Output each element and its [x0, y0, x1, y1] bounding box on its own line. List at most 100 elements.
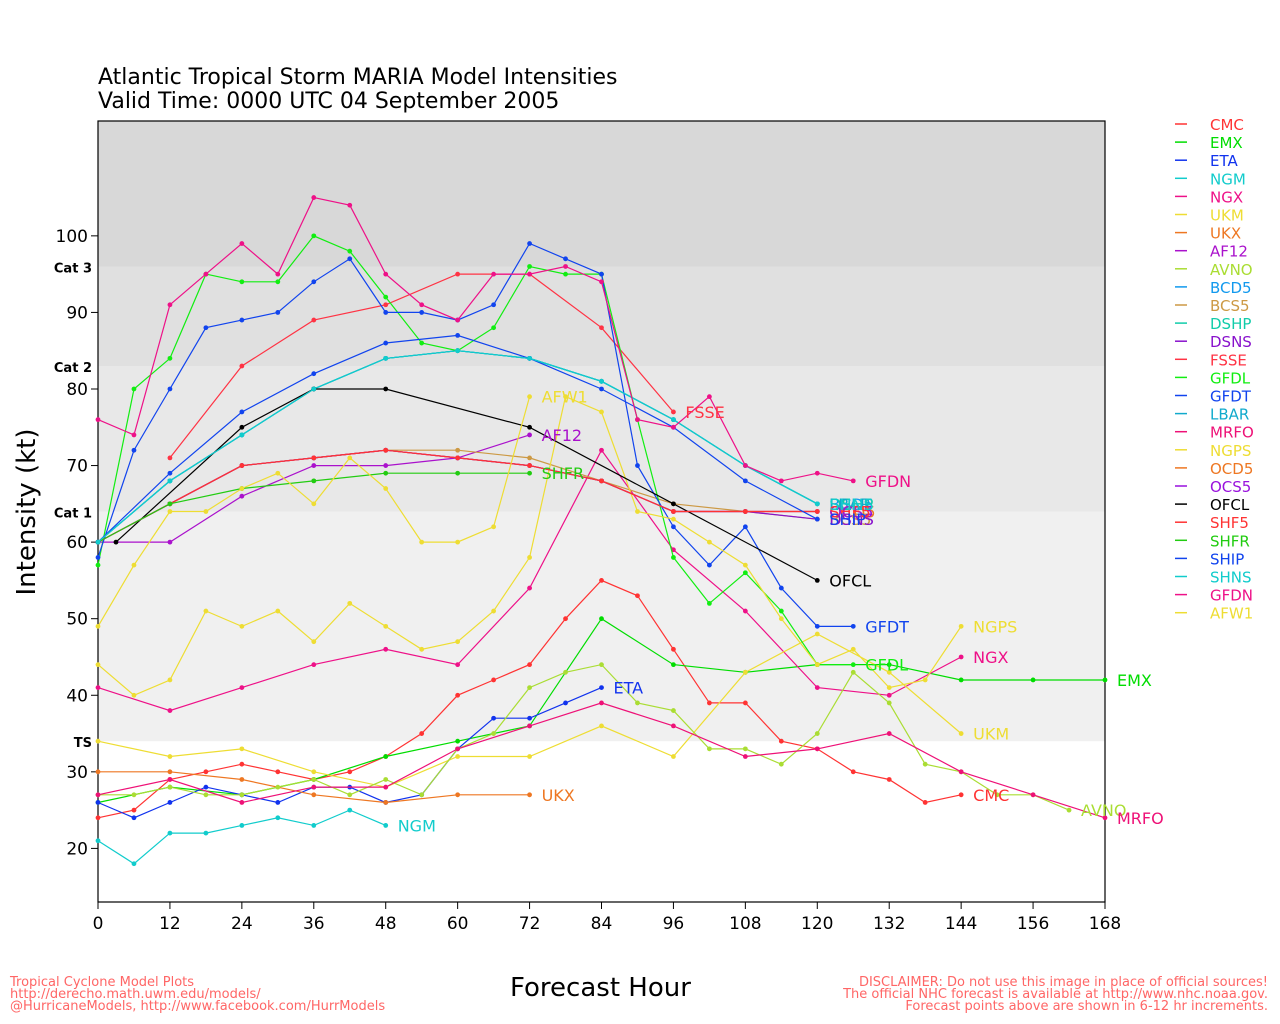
- data-point: [491, 731, 497, 736]
- data-point: [239, 363, 245, 369]
- data-point: [239, 424, 245, 430]
- data-point: [311, 386, 317, 392]
- series-end-label: EMX: [1117, 671, 1152, 690]
- data-point: [850, 769, 856, 775]
- data-point: [1102, 815, 1108, 821]
- data-point: [167, 708, 173, 713]
- y-axis-label: Intensity (kt): [12, 428, 42, 596]
- series-end-label: CMC: [973, 786, 1009, 805]
- data-point: [239, 685, 245, 691]
- data-point: [113, 539, 119, 545]
- data-point: [599, 662, 604, 668]
- data-point: [167, 386, 173, 392]
- data-point: [671, 417, 676, 423]
- series-end-label: LBAR: [829, 495, 871, 514]
- data-point: [239, 409, 245, 415]
- series-end-label: GFDN: [865, 472, 911, 491]
- series-end-label: DSNS: [829, 510, 874, 529]
- data-point: [239, 241, 245, 246]
- data-point: [635, 593, 640, 599]
- data-point: [455, 738, 461, 744]
- data-point: [491, 608, 497, 614]
- y-tick-label: 100: [56, 227, 88, 247]
- data-point: [671, 723, 676, 729]
- data-point: [886, 777, 892, 782]
- data-point: [599, 409, 604, 415]
- legend-entry: OCD5: [1210, 460, 1253, 478]
- data-point: [455, 470, 461, 476]
- data-point: [203, 830, 209, 836]
- series-end-label: UKM: [973, 725, 1009, 744]
- y-tick-label: 40: [66, 686, 88, 706]
- data-point: [814, 746, 820, 752]
- data-point: [95, 738, 101, 744]
- data-point: [1102, 677, 1108, 683]
- data-point: [167, 539, 173, 545]
- series-ukx: [95, 769, 532, 805]
- data-point: [1030, 677, 1036, 683]
- series-end-label: GFDL: [865, 656, 908, 675]
- data-point: [527, 455, 532, 461]
- data-point: [203, 608, 209, 614]
- data-point: [239, 279, 245, 285]
- data-point: [95, 769, 101, 775]
- series-end-label: ETA: [614, 679, 644, 698]
- data-point: [742, 754, 748, 759]
- data-point: [131, 792, 137, 798]
- series-gfdn: [95, 195, 856, 484]
- data-point: [311, 823, 317, 828]
- data-point: [922, 800, 928, 805]
- data-point: [563, 616, 568, 622]
- data-point: [95, 417, 101, 423]
- series-line: [97, 196, 854, 482]
- data-point: [419, 792, 425, 798]
- data-point: [131, 861, 137, 867]
- data-point: [311, 371, 317, 377]
- data-point: [203, 784, 209, 790]
- data-point: [203, 271, 209, 277]
- data-point: [778, 478, 784, 484]
- data-point: [419, 731, 425, 736]
- data-point: [383, 447, 389, 453]
- series-ngps: [95, 394, 964, 698]
- data-point: [167, 509, 173, 514]
- data-point: [671, 509, 676, 514]
- data-point: [671, 424, 676, 430]
- legend-entry: GFDT: [1210, 388, 1252, 406]
- data-point: [383, 271, 389, 277]
- legend-entry: NGM: [1210, 170, 1246, 188]
- data-point: [671, 516, 676, 522]
- footer-credits: Tropical Cyclone Model Plots http://dere…: [10, 975, 386, 1014]
- data-point: [527, 685, 532, 691]
- data-point: [383, 340, 389, 346]
- data-point: [814, 501, 820, 507]
- data-point: [95, 623, 101, 629]
- data-point: [958, 623, 964, 629]
- data-point: [131, 386, 137, 392]
- legend-entry: ETA: [1210, 152, 1238, 170]
- data-point: [742, 746, 748, 752]
- data-point: [527, 241, 532, 246]
- data-point: [347, 792, 353, 798]
- data-point: [95, 838, 101, 844]
- x-tick-label: 120: [801, 914, 833, 934]
- data-point: [958, 731, 964, 736]
- data-point: [239, 317, 245, 323]
- data-point: [275, 784, 281, 790]
- data-point: [527, 394, 532, 400]
- legend-entry: AFW1: [1210, 605, 1253, 623]
- data-point: [239, 432, 245, 438]
- series-gfdt: [95, 241, 856, 629]
- data-point: [239, 486, 245, 491]
- data-point: [850, 669, 856, 675]
- data-point: [563, 256, 568, 262]
- data-point: [671, 646, 676, 652]
- legend-entry: EMX: [1210, 134, 1243, 152]
- intensity-band: [98, 121, 1105, 267]
- y-tick-label: 70: [66, 457, 88, 477]
- series-end-label: UKX: [542, 786, 575, 805]
- legend-entry: BCS5: [1210, 297, 1250, 315]
- data-point: [742, 570, 748, 576]
- data-point: [95, 539, 101, 545]
- data-point: [239, 792, 245, 798]
